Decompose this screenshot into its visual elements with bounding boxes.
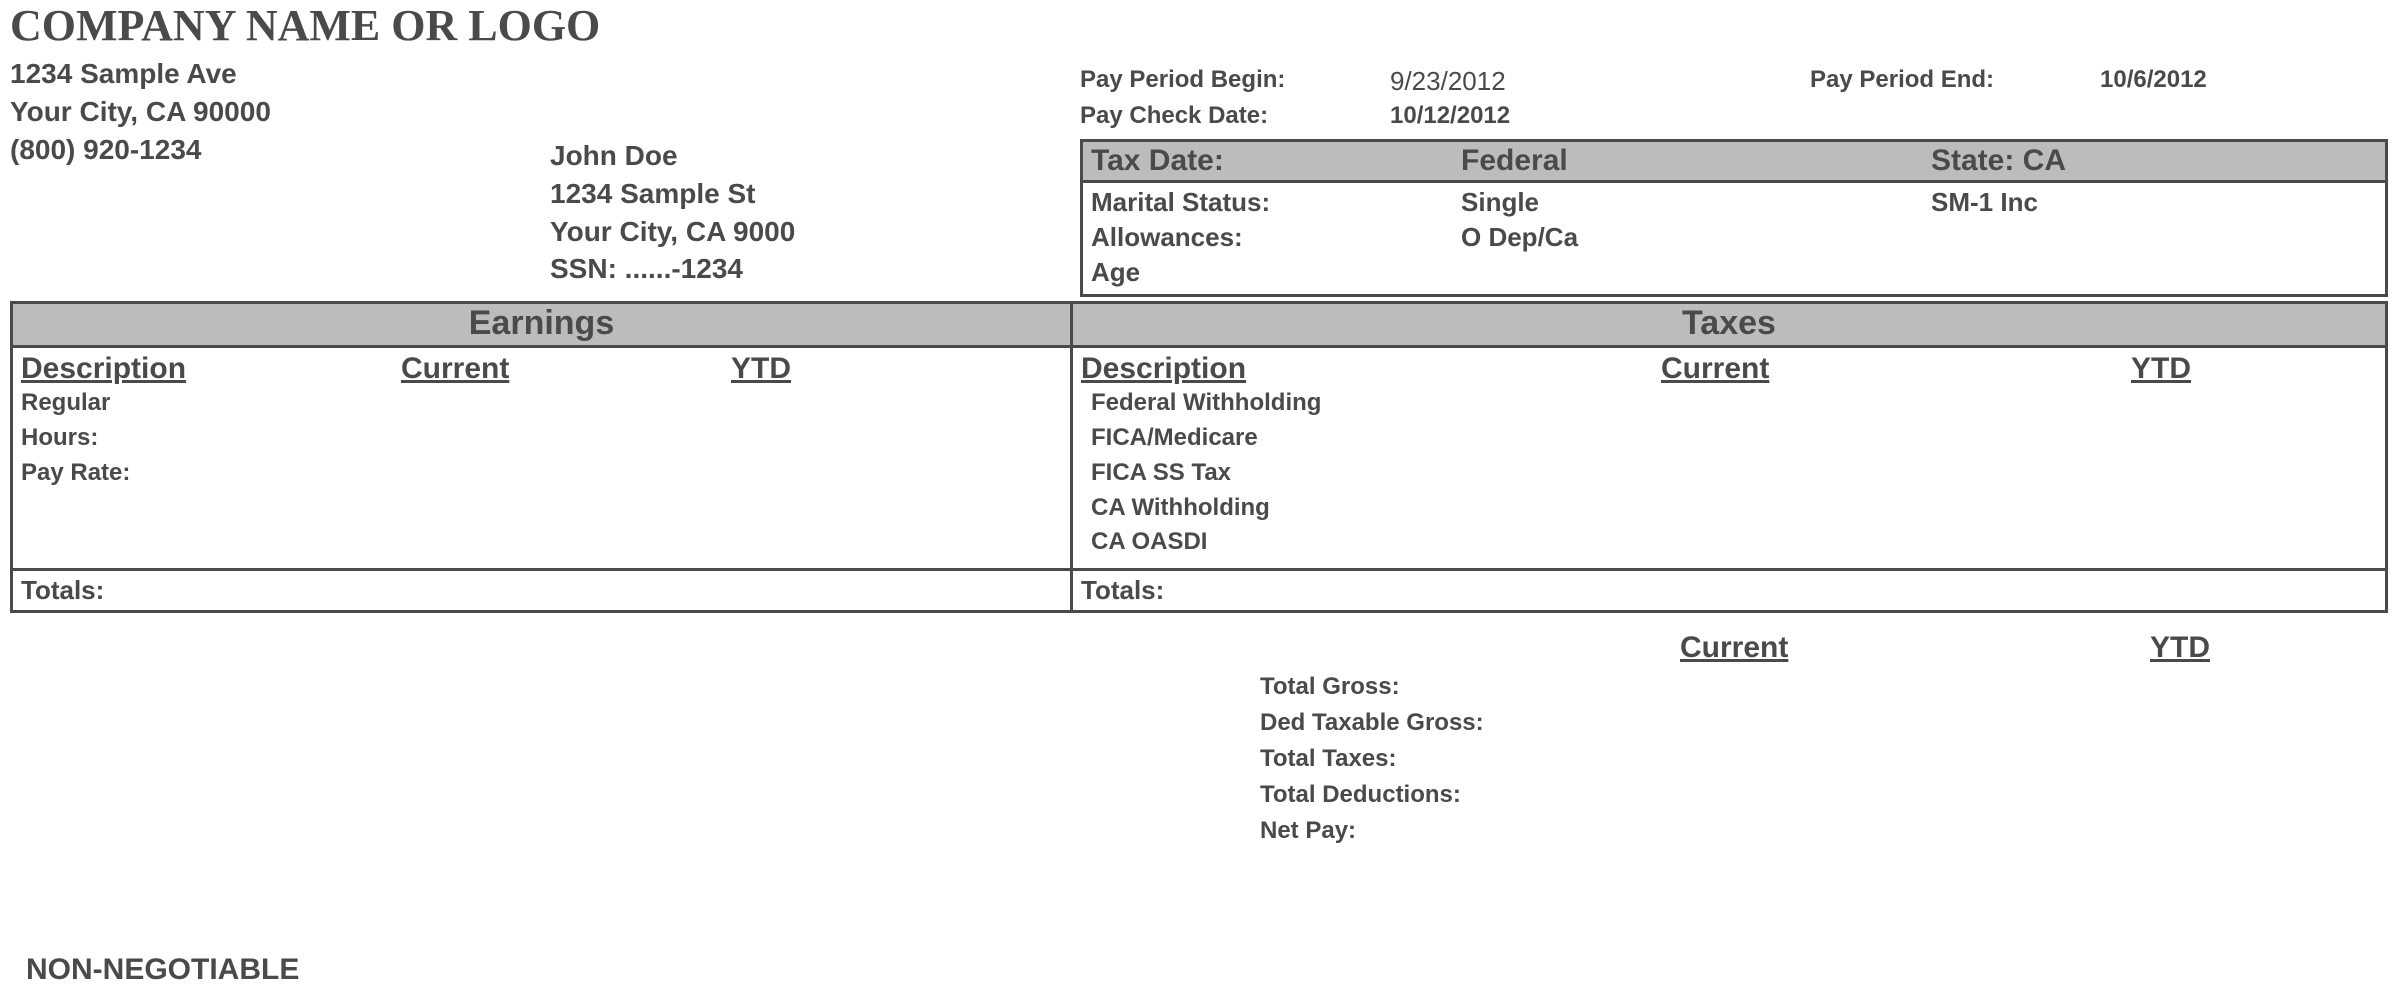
summary-headers: Current YTD xyxy=(1260,631,2388,665)
earnings-line: Hours: xyxy=(21,421,1062,456)
earnings-taxes-table: Earnings Description Current YTD Regular… xyxy=(10,301,2388,613)
summary-spacer xyxy=(10,631,1260,849)
pay-period-begin-row: Pay Period Begin: 9/23/2012 Pay Period E… xyxy=(1080,63,2388,99)
earnings-column-headers: Description Current YTD xyxy=(13,348,1070,386)
summary-content: Current YTD Total Gross: Ded Taxable Gro… xyxy=(1260,631,2388,849)
earnings-line: Regular xyxy=(21,386,1062,421)
taxes-desc-header: Description xyxy=(1081,352,1661,386)
company-name: COMPANY NAME OR LOGO xyxy=(0,0,2398,51)
tax-row-marital: Marital Status: Single SM-1 Inc xyxy=(1091,185,2377,220)
pay-check-date-row: Pay Check Date: 10/12/2012 xyxy=(1080,99,2388,133)
summary-line: Ded Taxable Gross: xyxy=(1260,705,2388,741)
pay-info-block: Pay Period Begin: 9/23/2012 Pay Period E… xyxy=(1080,55,2388,297)
pay-period-begin-value: 9/23/2012 xyxy=(1390,63,1810,99)
age-value xyxy=(1461,255,1931,290)
taxes-section: Taxes Description Current YTD Federal Wi… xyxy=(1073,304,2385,610)
taxes-line: FICA/Medicare xyxy=(1091,421,2377,456)
marital-status-value: Single xyxy=(1461,185,1931,220)
pay-period-begin-label: Pay Period Begin: xyxy=(1080,63,1390,99)
pay-period-end-value: 10/6/2012 xyxy=(2100,63,2207,99)
taxes-ytd-header: YTD xyxy=(2131,352,2191,386)
tax-row-allowances: Allowances: O Dep/Ca xyxy=(1091,220,2377,255)
employee-address-line2: Your City, CA 9000 xyxy=(550,213,1080,251)
taxes-line: FICA SS Tax xyxy=(1091,456,2377,491)
taxes-totals: Totals: xyxy=(1073,568,2385,610)
summary-line: Total Deductions: xyxy=(1260,777,2388,813)
summary-lines: Total Gross: Ded Taxable Gross: Total Ta… xyxy=(1260,665,2388,849)
employee-block: John Doe 1234 Sample St Your City, CA 90… xyxy=(550,55,1080,297)
earnings-line: Pay Rate: xyxy=(21,456,1062,491)
employee-address-line1: 1234 Sample St xyxy=(550,175,1080,213)
summary-current-header: Current xyxy=(1680,631,2150,665)
pay-check-date-value: 10/12/2012 xyxy=(1390,99,1810,133)
tax-federal-label: Federal xyxy=(1461,144,1931,178)
allowances-state xyxy=(1931,220,2377,255)
earnings-ytd-header: YTD xyxy=(731,352,791,386)
summary-line: Net Pay: xyxy=(1260,813,2388,849)
marital-status-state: SM-1 Inc xyxy=(1931,185,2377,220)
earnings-totals: Totals: xyxy=(13,568,1070,610)
summary-line: Total Taxes: xyxy=(1260,741,2388,777)
allowances-value: O Dep/Ca xyxy=(1461,220,1931,255)
marital-status-label: Marital Status: xyxy=(1091,185,1461,220)
tax-date-label: Tax Date: xyxy=(1091,144,1461,178)
earnings-title: Earnings xyxy=(13,304,1070,348)
age-state xyxy=(1931,255,2377,290)
taxes-body: Federal Withholding FICA/Medicare FICA S… xyxy=(1073,386,2385,568)
summary-line: Total Gross: xyxy=(1260,669,2388,705)
company-address-line1: 1234 Sample Ave xyxy=(10,55,550,93)
summary-block: Current YTD Total Gross: Ded Taxable Gro… xyxy=(10,631,2388,849)
tax-info-header: Tax Date: Federal State: CA xyxy=(1083,142,2385,183)
tax-info-body: Marital Status: Single SM-1 Inc Allowanc… xyxy=(1083,183,2385,294)
earnings-body: Regular Hours: Pay Rate: xyxy=(13,386,1070,568)
tax-state-label: State: CA xyxy=(1931,144,2377,178)
employee-name: John Doe xyxy=(550,137,1080,175)
tax-info-box: Tax Date: Federal State: CA Marital Stat… xyxy=(1080,139,2388,297)
tax-row-age: Age xyxy=(1091,255,2377,290)
summary-ytd-header: YTD xyxy=(2150,631,2210,665)
taxes-line: CA Withholding xyxy=(1091,491,2377,526)
taxes-line: Federal Withholding xyxy=(1091,386,2377,421)
earnings-current-header: Current xyxy=(401,352,731,386)
earnings-desc-header: Description xyxy=(21,352,401,386)
earnings-section: Earnings Description Current YTD Regular… xyxy=(13,304,1073,610)
taxes-column-headers: Description Current YTD xyxy=(1073,348,2385,386)
non-negotiable-label: NON-NEGOTIABLE xyxy=(26,953,299,987)
company-address-line2: Your City, CA 90000 xyxy=(10,93,550,131)
allowances-label: Allowances: xyxy=(1091,220,1461,255)
pay-check-date-label: Pay Check Date: xyxy=(1080,99,1390,133)
taxes-line: CA OASDI xyxy=(1091,525,2377,560)
pay-period-end-label: Pay Period End: xyxy=(1810,63,2100,99)
taxes-current-header: Current xyxy=(1661,352,2131,386)
taxes-title: Taxes xyxy=(1073,304,2385,348)
top-row: 1234 Sample Ave Your City, CA 90000 (800… xyxy=(0,51,2398,297)
company-address: 1234 Sample Ave Your City, CA 90000 (800… xyxy=(10,55,550,297)
age-label: Age xyxy=(1091,255,1461,290)
employee-ssn: SSN: ......-1234 xyxy=(550,250,1080,288)
company-phone: (800) 920-1234 xyxy=(10,131,550,169)
